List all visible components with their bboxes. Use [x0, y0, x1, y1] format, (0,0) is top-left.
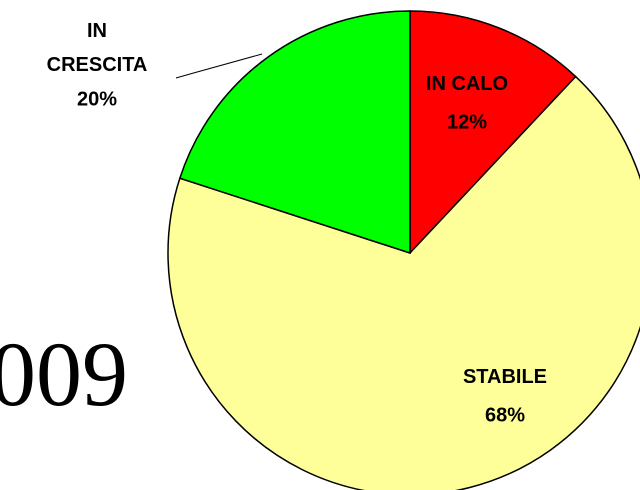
label-line: STABILE — [463, 366, 547, 388]
slice-label: IN CRESCITA — [47, 20, 148, 76]
label-line: CRESCITA — [47, 54, 148, 76]
slice-label: STABILE — [463, 366, 547, 388]
slice-label: IN CALO — [426, 73, 508, 95]
value-label: 68% — [485, 404, 525, 426]
label-line: IN — [87, 20, 107, 42]
value-label: 12% — [447, 111, 487, 133]
leader-line — [175, 53, 263, 79]
side-text: 009 — [0, 323, 128, 425]
pie-slice — [409, 10, 577, 255]
pie-slice — [178, 10, 411, 255]
value-label: 20% — [77, 88, 117, 110]
label-line: IN CALO — [426, 73, 508, 95]
pie-slice — [167, 75, 640, 490]
pie — [167, 10, 640, 490]
